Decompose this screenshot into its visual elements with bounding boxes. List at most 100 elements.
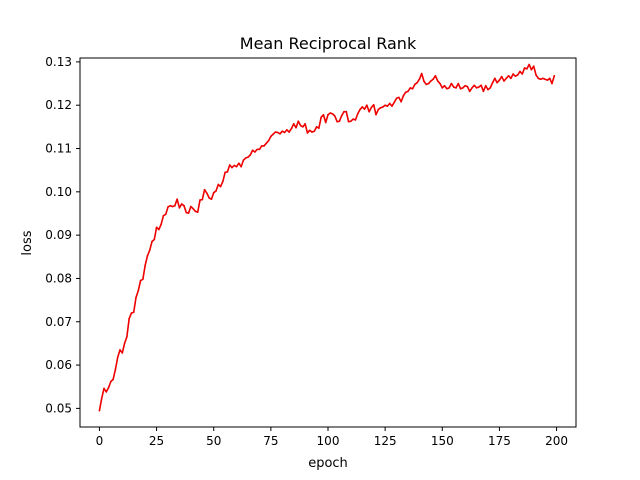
data-point <box>414 83 416 86</box>
data-point <box>528 63 530 66</box>
data-point <box>313 130 316 132</box>
data-point <box>281 130 284 132</box>
data-point <box>368 110 370 113</box>
data-point <box>288 131 290 133</box>
data-point <box>446 87 448 90</box>
data-point <box>251 149 254 152</box>
data-point <box>345 110 348 113</box>
data-point <box>539 78 542 81</box>
data-point <box>361 106 364 108</box>
y-tick-label: 0.08 <box>45 271 72 285</box>
data-point <box>363 108 366 110</box>
data-point <box>377 108 380 111</box>
data-point <box>491 81 494 84</box>
data-point <box>158 228 160 231</box>
data-point <box>510 77 512 80</box>
data-point <box>283 131 286 134</box>
data-point <box>151 240 153 243</box>
data-point <box>523 67 526 69</box>
x-axis-ticks: 0 25 50 75 100 125 150 175 200 <box>96 427 568 448</box>
x-tick-label: 75 <box>263 434 278 448</box>
data-point <box>322 113 325 116</box>
data-point <box>553 74 556 77</box>
data-point <box>196 211 199 213</box>
data-point <box>171 205 174 208</box>
data-point <box>103 387 105 390</box>
data-point <box>162 214 165 217</box>
data-point <box>432 78 434 81</box>
data-point <box>487 88 489 91</box>
data-point <box>436 80 439 82</box>
data-point <box>388 102 391 105</box>
data-point <box>416 81 418 84</box>
data-point <box>354 119 357 121</box>
data-point <box>139 279 142 282</box>
data-point <box>400 100 402 103</box>
data-point <box>526 68 528 70</box>
data-point <box>272 133 274 136</box>
data-point <box>217 183 220 186</box>
data-point <box>137 289 140 292</box>
data-point <box>546 79 549 81</box>
data-point <box>324 121 327 124</box>
data-point <box>212 191 215 194</box>
data-point <box>299 124 302 127</box>
data-point <box>215 190 217 192</box>
data-point <box>100 397 103 400</box>
data-point <box>242 159 245 162</box>
data-point <box>110 380 112 383</box>
data-point <box>352 118 354 120</box>
data-point <box>286 129 288 131</box>
data-point <box>350 120 352 123</box>
data-point <box>391 105 393 107</box>
data-point <box>418 78 421 81</box>
data-point <box>276 131 279 134</box>
data-point <box>144 264 146 267</box>
data-point <box>331 113 334 115</box>
data-point <box>148 249 151 252</box>
data-point <box>372 103 375 106</box>
data-point <box>480 84 482 87</box>
plot-frame <box>79 57 577 428</box>
data-point <box>441 87 444 89</box>
data-point <box>210 198 213 200</box>
data-point <box>132 311 135 314</box>
data-point <box>112 378 114 381</box>
data-point <box>452 86 455 88</box>
data-point <box>532 65 535 68</box>
data-point <box>448 87 450 89</box>
data-point <box>222 180 224 183</box>
data-point <box>494 77 496 80</box>
y-tick-label: 0.07 <box>45 315 72 329</box>
data-point <box>119 349 121 351</box>
data-point <box>551 82 553 85</box>
data-point <box>386 105 389 107</box>
data-point <box>370 106 373 109</box>
data-point <box>208 197 210 199</box>
data-point <box>190 205 192 208</box>
data-point <box>356 113 359 115</box>
data-point <box>439 82 441 85</box>
series-layer <box>98 63 556 412</box>
y-tick-label: 0.11 <box>45 142 72 156</box>
data-point <box>375 113 377 116</box>
data-point <box>297 120 300 123</box>
data-point <box>320 116 322 119</box>
data-point <box>482 90 485 93</box>
data-point <box>407 90 409 93</box>
y-tick-label: 0.09 <box>45 228 72 242</box>
data-point <box>235 165 238 168</box>
x-tick-label: 50 <box>206 434 221 448</box>
data-point <box>473 84 476 87</box>
data-point <box>535 74 537 76</box>
data-point <box>135 296 137 299</box>
x-tick-label: 150 <box>431 434 454 448</box>
data-point <box>142 278 144 281</box>
data-point <box>116 356 119 359</box>
data-point <box>384 104 386 107</box>
data-point <box>468 90 471 93</box>
data-point <box>304 123 306 125</box>
x-axis-label: epoch <box>308 456 348 471</box>
data-point <box>327 113 329 116</box>
